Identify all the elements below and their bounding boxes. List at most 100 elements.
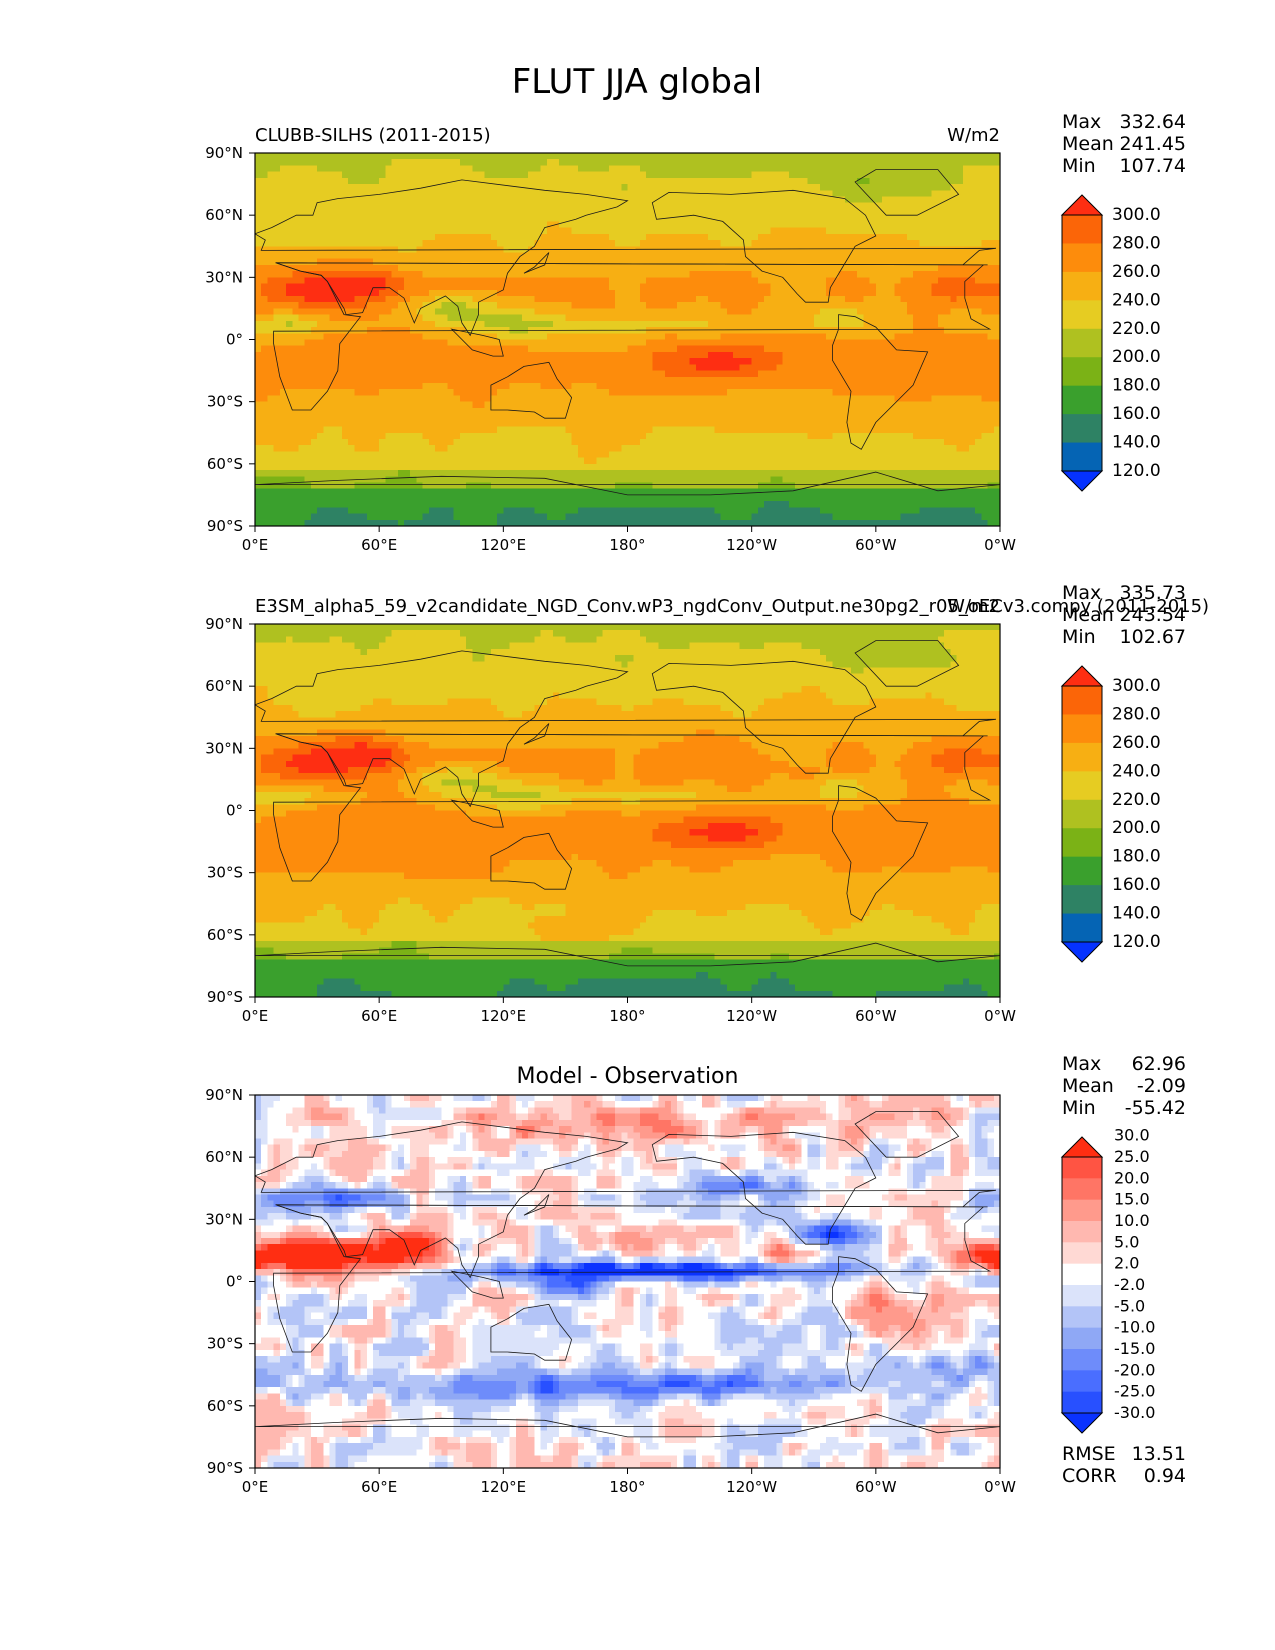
colorbar-label: 180.0	[1112, 847, 1161, 867]
stat-label: Mean	[1062, 133, 1118, 155]
colorbar-swatch	[1062, 885, 1102, 915]
colorbar-extend-max	[1060, 665, 1104, 687]
colorbar-swatch	[1062, 1242, 1102, 1265]
panel-left-title: E3SM_alpha5_59_v2candidate_NGD_Conv.wP3_…	[255, 596, 1209, 617]
x-tick-label: 60°W	[855, 536, 897, 554]
colorbar-label: 180.0	[1112, 376, 1161, 396]
coastline-7	[450, 328, 504, 357]
colorbar-label: -30.0	[1114, 1403, 1155, 1422]
panel-center-title: Model - Observation	[517, 1064, 739, 1089]
coastlines	[255, 1111, 1000, 1438]
stat-max: Max 335.73	[1062, 582, 1186, 604]
stats-observation: Max 332.64 Mean 241.45 Min 107.74	[1062, 111, 1186, 177]
y-tick-label: 0°	[226, 1273, 243, 1291]
colorbar-label: 240.0	[1112, 761, 1161, 781]
stat-corr: CORR 0.94	[1062, 1465, 1186, 1487]
colorbar-swatch	[1062, 828, 1102, 858]
colorbar-label: 10.0	[1114, 1211, 1150, 1230]
x-tick-label: 120°E	[481, 1007, 527, 1025]
colorbar-label: 15.0	[1114, 1190, 1150, 1209]
coastlines	[255, 169, 1000, 496]
colorbar-swatch	[1062, 686, 1102, 715]
coastline-8	[523, 1194, 550, 1216]
colorbar-frame	[1061, 214, 1103, 472]
colorbar-swatch	[1062, 742, 1102, 772]
coastline-2	[651, 1131, 877, 1245]
x-tick-label: 0°W	[984, 1007, 1016, 1025]
colorbar-swatch	[1062, 913, 1102, 943]
coastline-4	[490, 832, 573, 890]
stat-value: 332.64	[1118, 111, 1186, 133]
stat-min: Min 102.67	[1062, 626, 1186, 648]
stat-value: 243.54	[1118, 604, 1186, 626]
panel-difference: 0°E 60°E 120°E 180° 120°W 60°W 0°W 90°N 60°N 30°N…	[205, 1064, 1155, 1496]
colorbar-swatch	[1062, 856, 1102, 886]
x-tick-label: 0°E	[242, 1007, 269, 1025]
colorbar-swatch	[1062, 1157, 1102, 1179]
colorbar-label: -10.0	[1114, 1318, 1155, 1337]
colorbar-label: 300.0	[1112, 205, 1161, 225]
colorbar-label: -2.0	[1114, 1275, 1145, 1294]
y-tick-label: 60°N	[205, 206, 243, 224]
colorbar-swatch	[1062, 799, 1102, 829]
x-tick-label: 0°W	[984, 536, 1016, 554]
colorbar-swatch	[1062, 1391, 1102, 1414]
coastline-0	[255, 1121, 996, 1279]
coastline-7	[450, 799, 504, 828]
x-tick-label: 0°E	[242, 1478, 269, 1496]
x-tick-label: 120°W	[726, 1478, 777, 1496]
heatmap-field	[255, 624, 1000, 997]
stat-label: Min	[1062, 155, 1118, 177]
colorbar: 120.0 140.0 160.0 180.0 200.0 220.0 240.0 260.0…	[1060, 665, 1161, 963]
stat-value: -55.42	[1118, 1097, 1186, 1119]
x-tick-label: 60°W	[855, 1007, 897, 1025]
colorbar: -30.0 -25.0 -20.0 -15.0 -10.0 -5.0 -2.0 2.0 5.0 1…	[1060, 1126, 1155, 1434]
colorbar-extend-min	[1060, 1412, 1104, 1434]
x-tick-label: 60°E	[361, 1007, 397, 1025]
stats-extra: RMSE 13.51 CORR 0.94	[1062, 1443, 1186, 1487]
stat-mean: Mean -2.09	[1062, 1075, 1186, 1097]
y-tick-label: 60°S	[207, 926, 243, 944]
panel-left-title: CLUBB-SILHS (2011-2015)	[255, 125, 491, 146]
colorbar-swatch	[1062, 357, 1102, 387]
x-tick-label: 120°E	[481, 536, 527, 554]
colorbar-label: 160.0	[1112, 404, 1161, 424]
stat-value: 62.96	[1118, 1053, 1186, 1075]
coastline-6	[854, 1111, 960, 1158]
y-tick-label: 30°S	[207, 393, 243, 411]
colorbar-swatch	[1062, 414, 1102, 444]
y-tick-label: 60°N	[205, 1148, 243, 1166]
colorbar-label: 20.0	[1114, 1168, 1150, 1187]
colorbar-label: 200.0	[1112, 347, 1161, 367]
coastline-5	[255, 942, 1000, 967]
x-tick-label: 0°W	[984, 1478, 1016, 1496]
stat-min: Min -55.42	[1062, 1097, 1186, 1119]
colorbar-label: 220.0	[1112, 790, 1161, 810]
colorbar-swatch	[1062, 1221, 1102, 1243]
coastlines	[255, 640, 1000, 967]
y-tick-label: 90°S	[207, 517, 243, 535]
colorbar-label: 30.0	[1114, 1126, 1150, 1145]
stat-label: Max	[1062, 111, 1118, 133]
coastline-7	[450, 1270, 504, 1299]
colorbar-swatch	[1062, 714, 1102, 744]
stats-model: Max 335.73 Mean 243.54 Min 102.67	[1062, 582, 1186, 648]
colorbar-swatch	[1062, 1285, 1102, 1307]
coastline-3	[832, 1256, 929, 1392]
stat-value: 335.73	[1118, 582, 1186, 604]
colorbar-swatch	[1062, 243, 1102, 273]
y-tick-label: 90°N	[205, 1086, 243, 1104]
colorbar-extend-min	[1060, 470, 1104, 492]
coastline-6	[854, 640, 960, 687]
colorbar-swatch	[1062, 385, 1102, 415]
stat-label: Mean	[1062, 604, 1118, 626]
coastline-3	[832, 785, 929, 921]
stat-value: 102.67	[1118, 626, 1186, 648]
colorbar-label: -15.0	[1114, 1339, 1155, 1358]
coastline-4	[490, 361, 573, 419]
x-tick-label: 180°	[609, 1007, 645, 1025]
stat-label: CORR	[1062, 1465, 1118, 1487]
panel-model: 0°E 60°E 120°E 180° 120°W 60°W 0°W 90°N 60°N 30°N…	[205, 596, 1209, 1025]
panel-observation: 0°E 60°E 120°E 180° 120°W 60°W 0°W 90°N 60°N 30°N…	[205, 125, 1160, 554]
